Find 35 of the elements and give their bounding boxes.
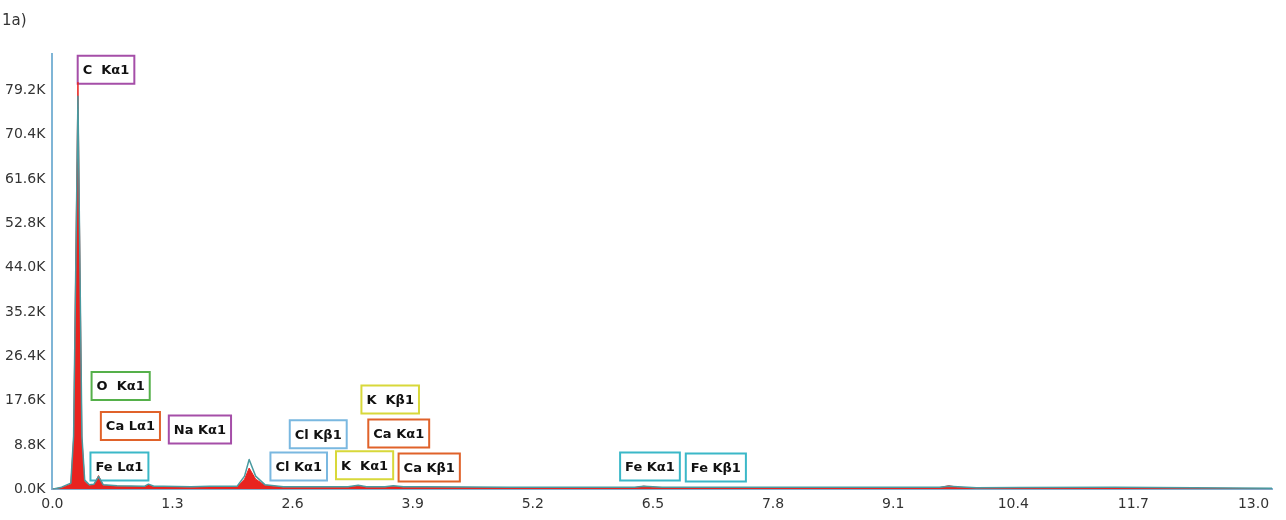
x-tick-label: 6.5 — [641, 495, 665, 512]
y-tick-label: 26.4K — [4, 346, 47, 363]
annotation: K Kβ1 — [366, 391, 414, 407]
x-tick-label: 0.0 — [41, 495, 64, 512]
y-tick-label: 44.0K — [4, 258, 47, 275]
x-tick-label: 1.3 — [161, 495, 184, 512]
x-tick-label: 5.2 — [521, 495, 544, 512]
x-tick-label: 9.1 — [882, 495, 905, 512]
annotation: Fe Kβ1 — [690, 459, 741, 475]
x-tick-label: 3.9 — [401, 495, 424, 512]
y-tick-label: 8.8K — [13, 435, 47, 452]
annotation: Cl Kβ1 — [294, 426, 342, 442]
chart-title: 1a) — [2, 10, 27, 29]
y-tick-label: 79.2K — [4, 80, 47, 97]
annotation: Ca Lα1 — [105, 418, 155, 434]
y-tick-label: 0.0K — [13, 479, 47, 496]
annotation: O Kα1 — [96, 378, 145, 394]
x-tick-label: 7.8 — [761, 495, 785, 512]
y-tick-label: 35.2K — [4, 302, 47, 319]
y-tick-label: 17.6K — [4, 391, 47, 408]
y-tick-label: 70.4K — [4, 125, 47, 142]
annotation: K Kα1 — [340, 457, 389, 473]
x-tick-label: 10.4 — [997, 495, 1029, 512]
annotation: Fe Lα1 — [95, 458, 144, 474]
annotation: Fe Kα1 — [625, 458, 675, 474]
annotation: Na Kα1 — [173, 421, 227, 437]
y-tick-label: 52.8K — [4, 213, 47, 230]
x-tick-label: 13.0 — [1237, 495, 1270, 512]
annotation: Ca Kα1 — [373, 425, 425, 441]
x-tick-label: 11.7 — [1117, 495, 1149, 512]
annotation: Cl Kα1 — [275, 458, 323, 474]
y-tick-label: 61.6K — [4, 169, 47, 186]
x-tick-label: 2.6 — [281, 495, 304, 512]
annotation: Ca Kβ1 — [403, 459, 455, 475]
annotation: C Kα1 — [82, 62, 130, 78]
